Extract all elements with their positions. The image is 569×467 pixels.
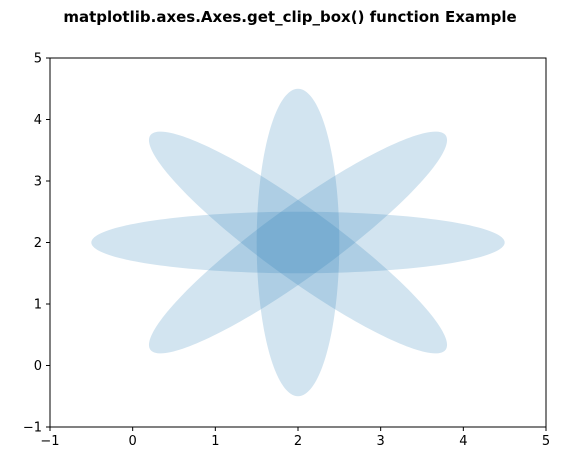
x-tick-label: 2 (294, 434, 302, 449)
chart-title: matplotlib.axes.Axes.get_clip_box() func… (63, 8, 516, 26)
ellipse-0deg (91, 211, 505, 274)
y-axis: −1 0 1 2 3 4 5 (23, 52, 50, 436)
y-tick-label: 2 (34, 236, 42, 251)
y-tick-label: 3 (34, 175, 42, 190)
x-tick-label: 3 (377, 434, 385, 449)
ellipse-layer (91, 88, 505, 397)
x-tick-label: 5 (542, 434, 550, 449)
y-tick-label: 4 (34, 113, 42, 128)
y-tick-label: 1 (34, 298, 42, 313)
ellipse-90deg (256, 88, 340, 397)
y-tick-label: 0 (34, 359, 42, 374)
x-tick-label: −1 (40, 434, 59, 449)
ellipse-135deg (148, 131, 448, 354)
y-tick-label: −1 (23, 421, 42, 436)
x-tick-label: 1 (211, 434, 219, 449)
x-tick-label: 4 (459, 434, 467, 449)
ellipse-45deg (148, 131, 448, 354)
y-tick-label: 5 (34, 52, 42, 67)
x-axis: −1 0 1 2 3 4 5 (40, 427, 550, 449)
x-tick-label: 0 (129, 434, 137, 449)
